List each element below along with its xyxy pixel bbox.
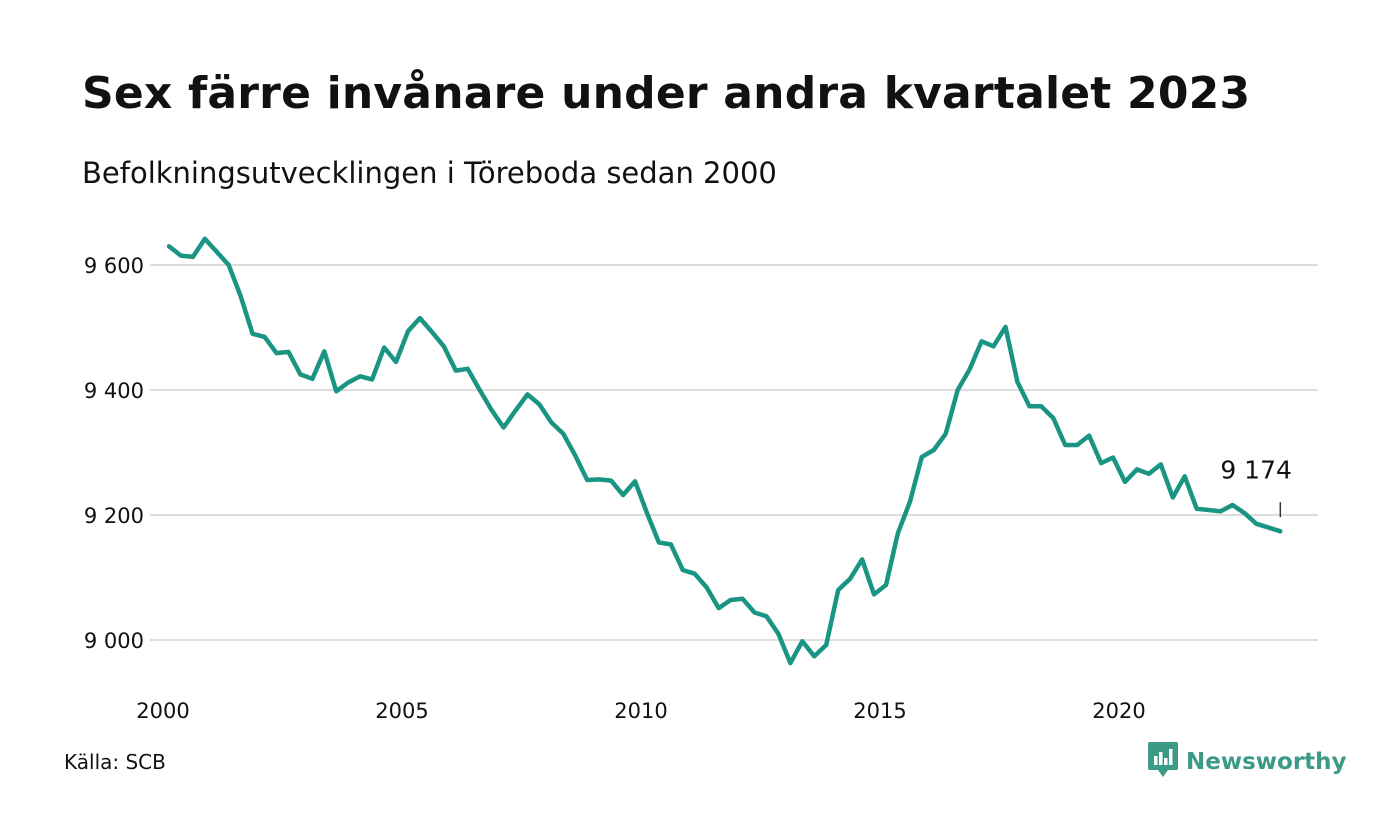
newsworthy-logo-icon: [1148, 742, 1178, 782]
newsworthy-logo: Newsworthy: [1148, 742, 1347, 782]
source-note: Källa: SCB: [64, 750, 166, 774]
chart-subtitle: Befolkningsutvecklingen i Töreboda sedan…: [82, 156, 777, 190]
chart-title: Sex färre invånare under andra kvartalet…: [82, 68, 1251, 119]
x-tick-label: 2020: [1092, 699, 1145, 723]
annotation-label: 9 174: [1220, 455, 1292, 484]
y-tick-label: 9 400: [84, 379, 144, 403]
population-line: [166, 236, 1283, 666]
y-tick-label: 9 000: [84, 629, 144, 653]
x-tick-label: 2015: [853, 699, 906, 723]
x-tick-label: 2000: [136, 699, 189, 723]
y-tick-label: 9 200: [84, 504, 144, 528]
x-tick-label: 2010: [614, 699, 667, 723]
y-tick-label: 9 600: [84, 254, 144, 278]
x-tick-label: 2005: [375, 699, 428, 723]
brand-name: Newsworthy: [1186, 749, 1347, 775]
